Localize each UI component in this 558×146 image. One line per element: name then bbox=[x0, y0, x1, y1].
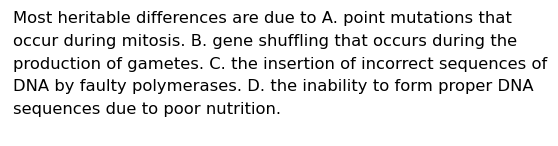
Text: Most heritable differences are due to A. point mutations that: Most heritable differences are due to A.… bbox=[13, 11, 512, 26]
Text: occur during mitosis. B. gene shuffling that occurs during the: occur during mitosis. B. gene shuffling … bbox=[13, 34, 517, 49]
Text: sequences due to poor nutrition.: sequences due to poor nutrition. bbox=[13, 102, 281, 117]
Text: DNA by faulty polymerases. D. the inability to form proper DNA: DNA by faulty polymerases. D. the inabil… bbox=[13, 79, 533, 94]
Text: production of gametes. C. the insertion of incorrect sequences of: production of gametes. C. the insertion … bbox=[13, 57, 547, 72]
